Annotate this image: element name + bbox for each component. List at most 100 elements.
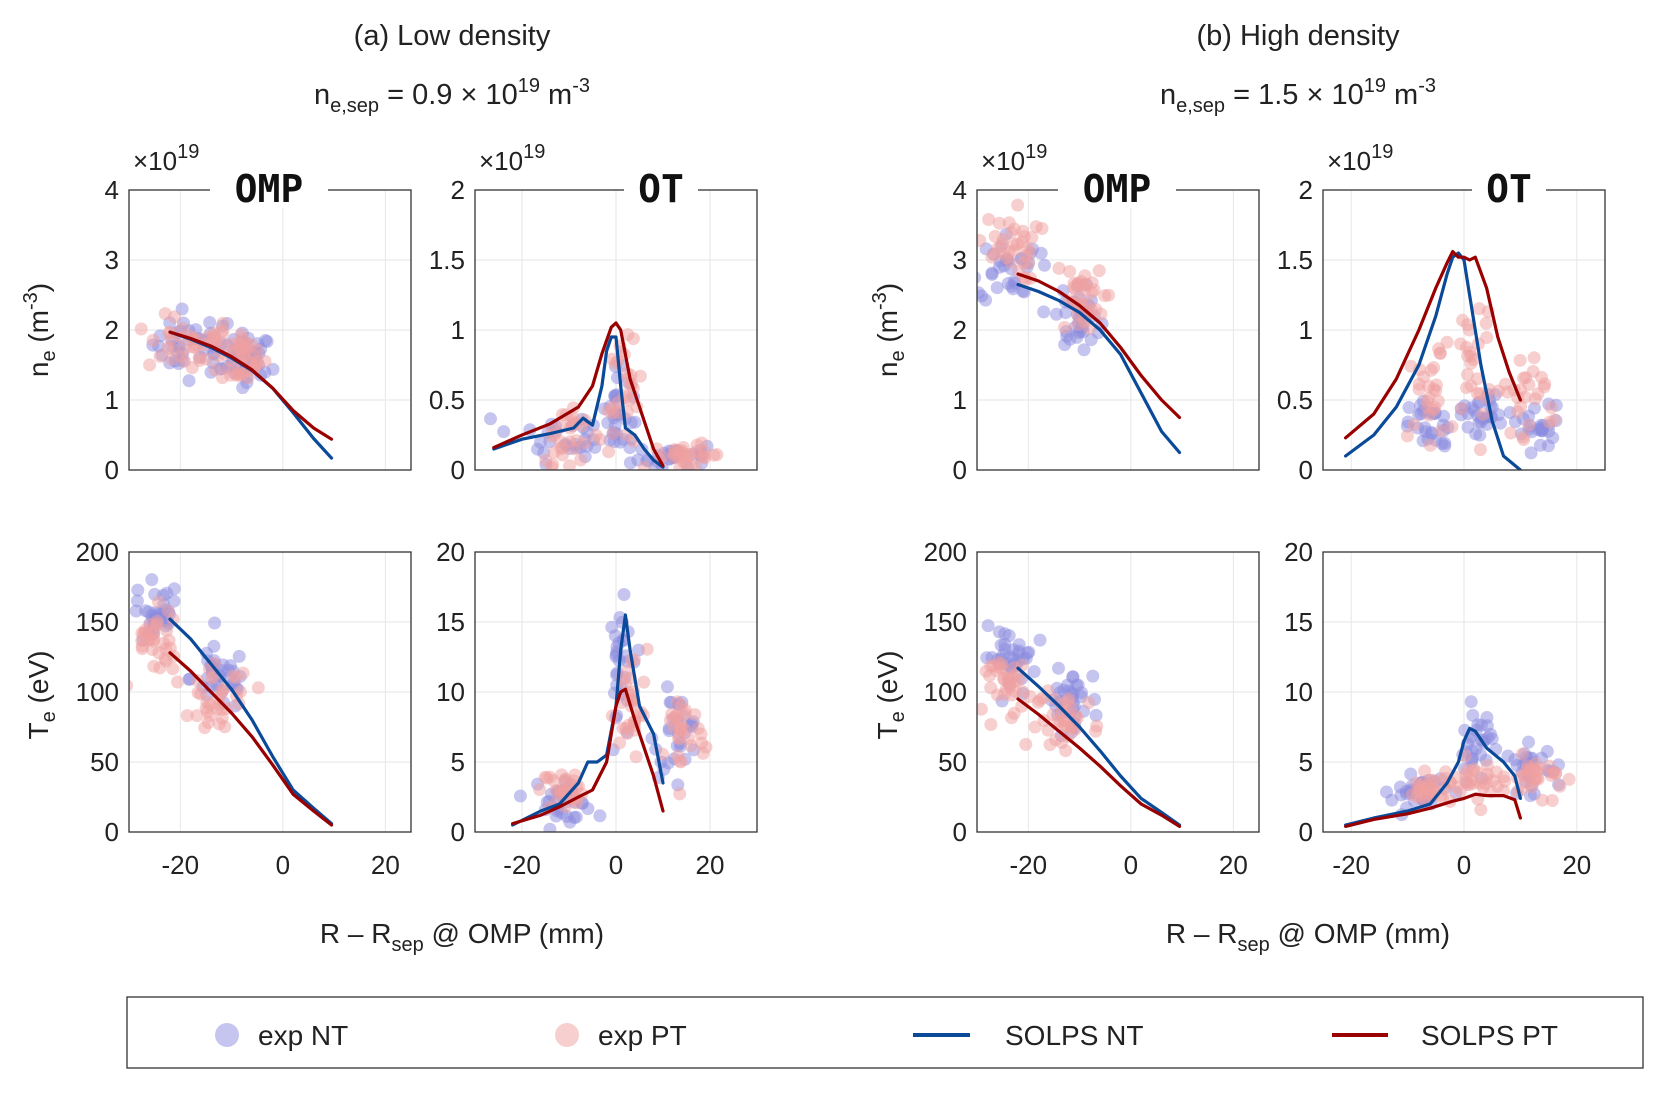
data-point — [1007, 238, 1021, 252]
data-point — [533, 783, 547, 796]
location-title-bg — [210, 168, 328, 208]
ytick-label: 2 — [1299, 175, 1313, 205]
panel-b-te-ot: 0 5 10 15 20 -20 0 20 — [1284, 537, 1606, 880]
heading-a-nsep-exp: 19 — [518, 75, 540, 97]
data-point — [673, 722, 687, 736]
data-point — [1035, 222, 1049, 235]
data-point — [215, 684, 229, 698]
ylabel-te-b: Te (eV) — [872, 651, 909, 740]
data-point — [581, 802, 595, 816]
location-title-bg — [624, 168, 698, 208]
data-point — [212, 717, 226, 731]
axes-frame — [976, 551, 1260, 833]
xtick-label: -20 — [503, 850, 541, 880]
data-point — [633, 369, 647, 383]
data-point — [513, 789, 527, 803]
data-point — [1037, 305, 1051, 319]
legend-marker-exp-nt — [215, 1023, 239, 1047]
data-point — [1480, 711, 1494, 724]
data-point — [1562, 772, 1576, 786]
data-point — [1479, 316, 1493, 330]
data-point — [266, 362, 280, 376]
data-point — [129, 679, 134, 692]
data-point — [1089, 708, 1103, 722]
plot-content — [484, 321, 724, 470]
scatter-exp-pt — [1400, 302, 1561, 457]
location-title: OMP — [235, 167, 304, 211]
data-point — [1463, 345, 1477, 359]
heading-b-nsep-exp: 19 — [1364, 75, 1386, 97]
data-point — [554, 785, 568, 799]
data-point — [534, 435, 547, 449]
data-point — [1385, 793, 1399, 807]
data-point — [160, 624, 174, 638]
plot-content — [977, 198, 1182, 455]
plot-content — [129, 573, 334, 827]
data-point — [1533, 438, 1547, 452]
data-point — [239, 341, 253, 355]
data-point — [1067, 281, 1081, 295]
data-point — [209, 334, 223, 348]
panel-a-te-ot: 0 5 10 15 20 -20 0 20 — [436, 537, 758, 880]
ytick-label: 2 — [105, 315, 119, 345]
data-point — [1092, 264, 1106, 278]
data-point — [606, 427, 620, 440]
legend-marker-exp-pt — [555, 1023, 579, 1047]
series-line-solps-pt — [511, 687, 665, 826]
data-point — [1535, 793, 1549, 807]
series-line-solps-pt — [1344, 250, 1522, 440]
data-point — [1433, 346, 1447, 360]
data-point — [1522, 409, 1536, 423]
panel-b-ne-ot: 0 0.5 1 1.5 2 OT ×1019 — [1277, 141, 1606, 485]
ytick-label: 0 — [105, 455, 119, 485]
data-point — [178, 342, 191, 356]
data-point — [233, 368, 247, 382]
data-point — [991, 688, 1004, 702]
xtick-label: 20 — [371, 850, 400, 880]
data-point — [251, 681, 265, 695]
data-point — [539, 453, 553, 467]
data-point — [1043, 738, 1057, 752]
axis-multiplier: ×1019 — [1327, 141, 1393, 176]
location-title-bg — [1472, 168, 1546, 208]
data-point — [670, 695, 684, 709]
data-point — [619, 722, 633, 736]
data-point — [1028, 720, 1042, 734]
ylabel-ne-a: ne (m-3) — [20, 283, 60, 377]
data-point — [1058, 321, 1072, 334]
data-point — [1011, 198, 1025, 212]
data-point — [1549, 766, 1563, 780]
data-point — [1002, 216, 1016, 230]
data-point — [613, 736, 627, 750]
data-point — [1434, 424, 1448, 438]
data-point — [1084, 333, 1098, 347]
legend: exp NT exp PT SOLPS NT SOLPS PT — [126, 996, 1644, 1069]
data-point — [1473, 387, 1487, 400]
data-point — [1071, 317, 1085, 331]
data-point — [1082, 696, 1096, 710]
data-point — [1467, 776, 1481, 790]
data-point — [216, 316, 230, 330]
ytick-label: 4 — [105, 175, 119, 205]
scatter-exp-pt — [134, 307, 272, 385]
data-point — [620, 664, 634, 678]
xtick-label: -20 — [1332, 850, 1370, 880]
data-point — [167, 582, 181, 596]
data-point — [182, 374, 196, 388]
data-point — [167, 594, 181, 608]
scatter-exp-pt — [1405, 747, 1576, 817]
heading-b-nsep: ne,sep = 1.5 × 1019 m-3 — [1160, 75, 1436, 117]
series-line-solps-pt — [1344, 792, 1522, 828]
ytick-label: 15 — [436, 607, 465, 637]
data-point — [1469, 427, 1483, 441]
legend-label-exp-pt: exp PT — [598, 1020, 687, 1051]
series-line-solps-pt — [168, 651, 334, 827]
data-point — [555, 440, 569, 454]
scatter-exp-pt — [533, 642, 713, 815]
data-point — [982, 213, 996, 226]
data-point — [697, 444, 711, 458]
data-point — [251, 343, 265, 357]
heading-b-nsep-rest: = 1.5 × 10 — [1225, 79, 1364, 111]
